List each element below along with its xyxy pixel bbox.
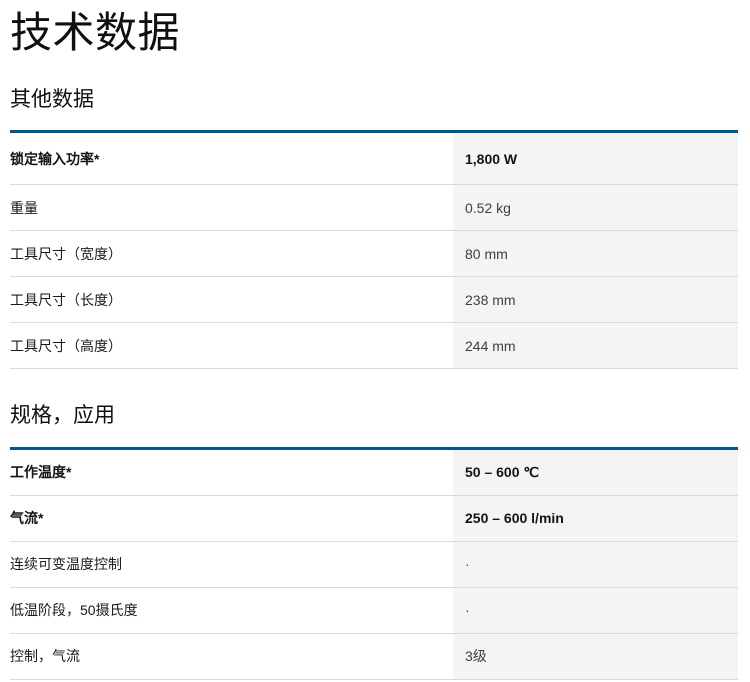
section-heading-other-data: 其他数据 (10, 88, 94, 112)
spec-label: 工具尺寸（高度） (10, 323, 453, 369)
spec-label: 连续可变温度控制 (10, 541, 453, 587)
spec-value: 3级 (453, 633, 738, 679)
spec-value: · (453, 541, 738, 587)
spec-label: 低温阶段，50摄氏度 (10, 587, 453, 633)
spec-row-airflow: 气流* 250 – 600 l/min (10, 495, 738, 542)
spec-row-tool-height: 工具尺寸（高度） 244 mm (10, 323, 738, 370)
spec-row-working-temperature: 工作温度* 50 – 600 ℃ (10, 449, 738, 496)
spec-row-rated-power: 锁定输入功率* 1,800 W (10, 133, 738, 186)
spec-row-low-temp-stage: 低温阶段，50摄氏度 · (10, 587, 738, 634)
spec-value: 244 mm (453, 323, 738, 369)
spec-row-tool-width: 工具尺寸（宽度） 80 mm (10, 231, 738, 278)
section-accent-bar (10, 130, 738, 134)
spec-label: 工具尺寸（宽度） (10, 231, 453, 277)
page-title: 技术数据 (10, 9, 181, 56)
section-other-data: 其他数据 锁定输入功率* 1,800 W 重量 0.52 kg 工具尺寸（宽度）… (10, 87, 738, 370)
spec-value: · (453, 587, 738, 633)
spec-value: 50 – 600 ℃ (453, 449, 738, 495)
spec-table-other-data: 锁定输入功率* 1,800 W 重量 0.52 kg 工具尺寸（宽度） 80 m… (10, 133, 738, 370)
spec-label: 工具尺寸（长度） (10, 277, 453, 323)
spec-label: 重量 (10, 185, 453, 231)
spec-value: 250 – 600 l/min (453, 495, 738, 541)
spec-value: 80 mm (453, 231, 738, 277)
spec-value: 0.52 kg (453, 185, 738, 231)
spec-label: 锁定输入功率* (10, 133, 453, 185)
spec-label: 工作温度* (10, 449, 453, 495)
spec-value: 238 mm (453, 277, 738, 323)
spec-row-variable-temp-control: 连续可变温度控制 · (10, 541, 738, 588)
spec-value: 1,800 W (453, 133, 738, 185)
spec-label: 控制，气流 (10, 633, 453, 679)
spec-row-weight: 重量 0.52 kg (10, 185, 738, 232)
spec-row-airflow-control: 控制，气流 3级 (10, 633, 738, 680)
spec-table-specs-application: 工作温度* 50 – 600 ℃ 气流* 250 – 600 l/min 连续可… (10, 449, 738, 680)
section-heading-specs-application: 规格，应用 (10, 404, 115, 428)
section-specs-application: 规格，应用 工作温度* 50 – 600 ℃ 气流* 250 – 600 l/m… (10, 403, 738, 680)
spec-label: 气流* (10, 495, 453, 541)
section-accent-bar (10, 446, 738, 450)
spec-row-tool-length: 工具尺寸（长度） 238 mm (10, 277, 738, 324)
